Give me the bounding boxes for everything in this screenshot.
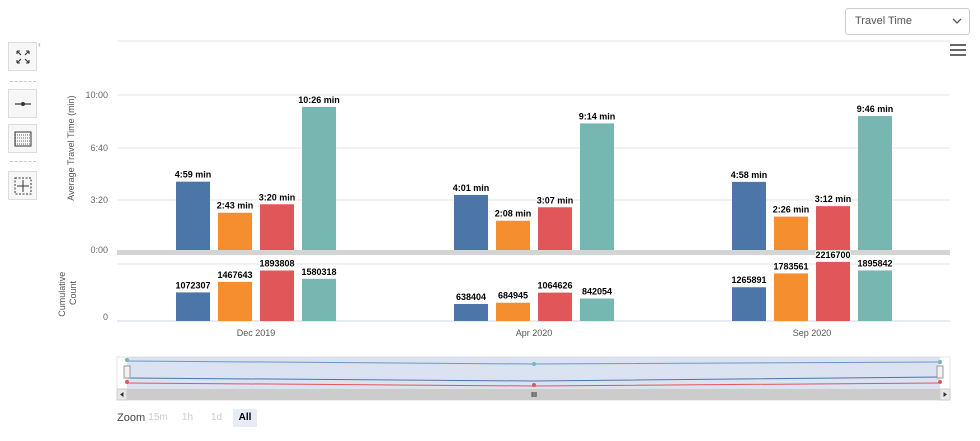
- scrollbar-grip: III: [531, 392, 537, 399]
- y-tick-label: 0: [103, 312, 108, 322]
- data-label: 1265891: [731, 275, 766, 285]
- fullscreen-button[interactable]: [8, 42, 37, 71]
- data-label: 3:12 min: [815, 194, 852, 204]
- y-tick-label: 3:20: [90, 195, 108, 205]
- data-label: 10:26 min: [298, 95, 340, 105]
- travel-time-bar[interactable]: [176, 181, 210, 250]
- line-tool-button[interactable]: [8, 89, 37, 118]
- data-label: 4:58 min: [731, 170, 768, 180]
- count-bar[interactable]: [580, 298, 614, 321]
- navigator-scrollbar[interactable]: III: [116, 388, 951, 401]
- data-label: 2:26 min: [773, 205, 810, 215]
- travel-time-bar[interactable]: [454, 194, 488, 250]
- pane-divider: [117, 250, 950, 255]
- data-label: 1895842: [857, 258, 892, 268]
- zoom-button-15m[interactable]: 15m: [148, 412, 168, 423]
- zoom-button-1h[interactable]: 1h: [181, 412, 194, 423]
- count-bar[interactable]: [454, 303, 488, 321]
- count-bar[interactable]: [176, 292, 210, 321]
- metric-select[interactable]: Travel Time: [845, 8, 970, 35]
- y-axis-title-count: Cumulative: [57, 272, 67, 317]
- x-tick-label: Apr 2020: [516, 328, 553, 338]
- navigator[interactable]: [116, 356, 951, 390]
- table-grid-icon: [14, 131, 32, 147]
- navigator-series: [126, 376, 941, 382]
- y-axis-title-count: Count: [68, 281, 78, 306]
- travel-time-bar[interactable]: [260, 204, 294, 250]
- travel-time-bar[interactable]: [858, 116, 892, 250]
- arrow-left-icon: [120, 392, 124, 397]
- data-label: 4:01 min: [453, 183, 490, 193]
- travel-time-bar[interactable]: [774, 216, 808, 250]
- navigator-point: [125, 358, 129, 362]
- travel-time-bar[interactable]: [496, 220, 530, 250]
- line-style-icon: [15, 102, 31, 106]
- data-label: 1072307: [175, 280, 210, 290]
- data-label: 842054: [582, 287, 612, 297]
- zoom-label: Zoom: [117, 412, 146, 424]
- hamburger-menu-icon[interactable]: [950, 44, 966, 57]
- count-bar[interactable]: [218, 281, 252, 321]
- data-label: 2:43 min: [217, 201, 254, 211]
- count-bar[interactable]: [496, 302, 530, 321]
- navigator-handle-right[interactable]: [936, 365, 944, 379]
- data-label: 2216700: [815, 250, 850, 260]
- data-label: 638404: [456, 292, 486, 302]
- chevron-down-icon: [952, 18, 962, 24]
- navigator-point: [532, 362, 536, 366]
- x-tick-label: Sep 2020: [793, 328, 832, 338]
- navigator-point: [938, 380, 942, 384]
- data-label: 1783561: [773, 261, 808, 271]
- data-label: 9:46 min: [857, 104, 894, 114]
- navigator-point: [125, 380, 129, 384]
- data-label: 9:14 min: [579, 111, 616, 121]
- data-label: 3:20 min: [259, 192, 296, 202]
- travel-time-bar[interactable]: [580, 123, 614, 250]
- metric-select-value: Travel Time: [855, 15, 913, 27]
- data-label: 1467643: [217, 270, 252, 280]
- crosshair-frame-icon: [14, 177, 32, 195]
- svg-text:Cumulative Count: Cumulative Count: [57, 269, 78, 317]
- travel-time-bar[interactable]: [732, 181, 766, 250]
- count-bar[interactable]: [774, 273, 808, 321]
- navigator-point: [938, 360, 942, 364]
- travel-time-bar[interactable]: [538, 207, 572, 250]
- x-tick-label: Dec 2019: [237, 328, 276, 338]
- zoom-button-all[interactable]: All: [233, 409, 257, 427]
- data-label: 3:07 min: [537, 195, 574, 205]
- count-bar[interactable]: [260, 270, 294, 321]
- data-label: 1580318: [301, 267, 336, 277]
- count-bar[interactable]: [858, 270, 892, 321]
- travel-time-bar[interactable]: [816, 206, 850, 250]
- y-tick-label: 0:00: [90, 245, 108, 255]
- travel-time-bar[interactable]: [302, 106, 336, 251]
- crosshair-tool-button[interactable]: [8, 171, 37, 200]
- y-axis-title-time: Average Travel Time (min): [66, 95, 76, 200]
- data-label: 4:59 min: [175, 170, 212, 180]
- toolbar-divider: [10, 161, 36, 162]
- navigator-point: [532, 383, 536, 387]
- arrow-right-icon: [943, 392, 947, 397]
- grid-tool-button[interactable]: [8, 124, 37, 153]
- scrollbar-thumb[interactable]: [127, 389, 940, 400]
- data-label: 1064626: [537, 281, 572, 291]
- count-bar[interactable]: [538, 292, 572, 321]
- count-bar[interactable]: [732, 287, 766, 321]
- count-bar[interactable]: [302, 278, 336, 321]
- data-label: 2:08 min: [495, 209, 532, 219]
- data-label: 1893808: [259, 258, 294, 268]
- expand-arrows-icon: [16, 50, 30, 64]
- travel-time-bar[interactable]: [218, 212, 252, 250]
- collapse-caret-icon[interactable]: ‹: [38, 40, 41, 49]
- zoom-button-1d[interactable]: 1d: [210, 412, 223, 423]
- count-bar[interactable]: [816, 261, 850, 321]
- data-label: 684945: [498, 291, 528, 301]
- y-tick-label: 6:40: [90, 143, 108, 153]
- y-tick-label: 10:00: [85, 90, 108, 100]
- toolbar-divider: [10, 81, 36, 82]
- navigator-handle-left[interactable]: [123, 365, 131, 379]
